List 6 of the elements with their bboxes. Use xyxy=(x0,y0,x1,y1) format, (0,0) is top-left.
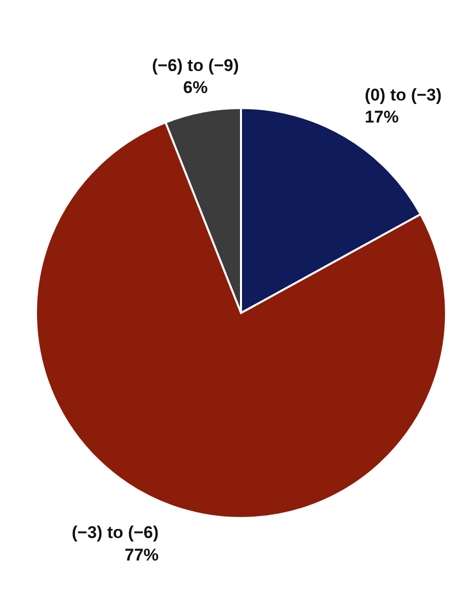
data-label: 6% xyxy=(183,78,208,98)
slice-label: (−6) to (−9) xyxy=(152,56,239,75)
slice-label: (0) to (−3) xyxy=(364,85,442,104)
data-label: 77% xyxy=(124,545,159,564)
slice-label: (−3) to (−6) xyxy=(72,523,159,542)
data-label: 17% xyxy=(364,108,399,127)
